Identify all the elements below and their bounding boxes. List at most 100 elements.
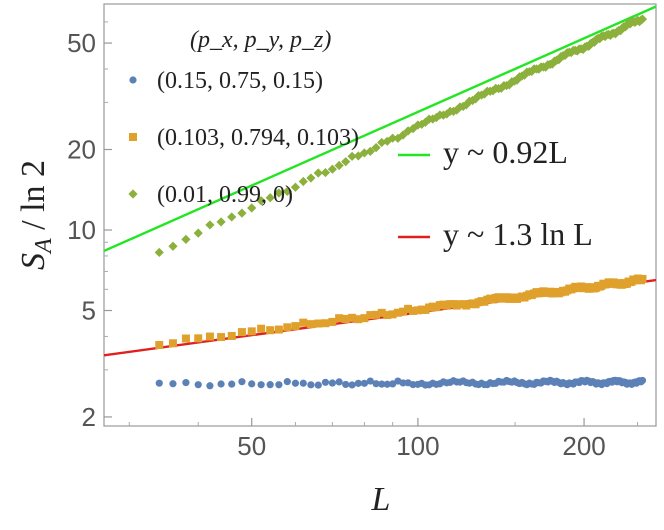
data-point: [372, 310, 381, 319]
data-point: [334, 160, 344, 171]
data-point: [306, 320, 315, 329]
data-point: [393, 133, 403, 143]
data-point: [389, 380, 397, 388]
data-point: [378, 380, 386, 388]
data-point: [383, 311, 392, 320]
fit-legend-label: y ~ 0.92L: [443, 134, 568, 170]
data-point: [283, 378, 291, 386]
legend-label: (0.103, 0.794, 0.103): [157, 125, 359, 151]
data-point: [227, 212, 237, 222]
data-point: [257, 381, 265, 389]
data-point: [154, 247, 164, 258]
data-point: [313, 168, 323, 178]
data-point: [365, 146, 375, 156]
data-point: [403, 126, 413, 136]
data-point: [328, 317, 337, 326]
data-point: [383, 380, 391, 388]
data-point: [298, 176, 308, 187]
data-point: [265, 193, 275, 203]
data-point: [282, 186, 292, 197]
data-point: [266, 381, 274, 389]
data-point: [637, 14, 648, 24]
data-point: [205, 332, 214, 341]
data-point: [247, 203, 257, 213]
data-point: [266, 326, 275, 335]
fit-legend-label: y ~ 1.3 ln L: [443, 216, 593, 252]
data-point: [228, 380, 236, 388]
data-point: [335, 378, 343, 386]
data-point: [181, 234, 191, 244]
data-point: [388, 133, 398, 143]
data-point: [257, 324, 266, 333]
data-point: [366, 311, 375, 320]
data-point: [194, 334, 203, 343]
y-tick-label: 20: [67, 135, 96, 165]
data-point: [238, 378, 246, 386]
y-title-sub: A: [31, 238, 57, 255]
data-point: [341, 315, 350, 324]
data-point: [248, 380, 256, 388]
data-point: [169, 380, 177, 388]
data-point: [399, 379, 407, 387]
legend-label: (0.15, 0.75, 0.15): [157, 68, 323, 94]
data-point: [366, 377, 374, 385]
data-point: [409, 306, 418, 315]
data-point: [299, 379, 307, 387]
data-point: [274, 188, 284, 198]
fit-line: [103, 5, 657, 253]
y-tick-label: 10: [67, 215, 96, 245]
data-point: [560, 50, 570, 61]
data-point: [399, 307, 408, 316]
data-point: [354, 315, 363, 324]
data-point: [341, 157, 351, 167]
data-point: [342, 380, 350, 389]
legend-title: (p_x, p_y, p_z): [190, 27, 331, 53]
plot-frame: [103, 3, 657, 427]
y-tick-label: 50: [67, 28, 96, 58]
data-point: [306, 173, 316, 183]
data-point: [155, 340, 164, 349]
data-point: [181, 334, 190, 343]
data-point: [393, 308, 402, 317]
y-tick-label: 5: [82, 296, 96, 326]
data-point: [129, 76, 137, 84]
data-point: [128, 189, 138, 199]
data-point: [348, 313, 357, 322]
data-point: [404, 304, 413, 313]
data-point: [420, 117, 431, 127]
data-point: [488, 86, 498, 96]
data-point: [194, 381, 202, 389]
data-point: [217, 333, 226, 342]
data-point: [283, 323, 292, 332]
data-point: [321, 319, 330, 328]
data-point: [299, 318, 308, 327]
data-point: [314, 381, 322, 389]
data-point: [360, 379, 368, 387]
y-tick-label: 2: [82, 402, 96, 432]
data-point: [554, 55, 564, 65]
data-point: [479, 89, 490, 99]
data-point: [458, 101, 468, 112]
data-point: [217, 380, 225, 388]
data-point: [129, 133, 137, 141]
x-tick-label: 100: [396, 431, 439, 461]
data-point: [237, 208, 247, 218]
data-point: [307, 381, 315, 389]
data-point: [354, 379, 362, 387]
legend-label: (0.01, 0.99, 0): [157, 182, 293, 208]
y-title-rest: / ln 2: [15, 160, 52, 238]
data-point: [504, 80, 514, 90]
data-point: [328, 379, 336, 387]
data-point: [372, 380, 380, 388]
data-point: [327, 164, 337, 174]
data-point: [320, 167, 331, 178]
data-point: [227, 331, 236, 340]
data-point: [348, 381, 356, 389]
data-point: [155, 379, 163, 387]
data-point: [496, 83, 506, 93]
data-point: [291, 379, 300, 387]
data-point: [335, 314, 344, 323]
x-tick-label: 50: [237, 431, 266, 461]
data-point: [314, 319, 323, 328]
